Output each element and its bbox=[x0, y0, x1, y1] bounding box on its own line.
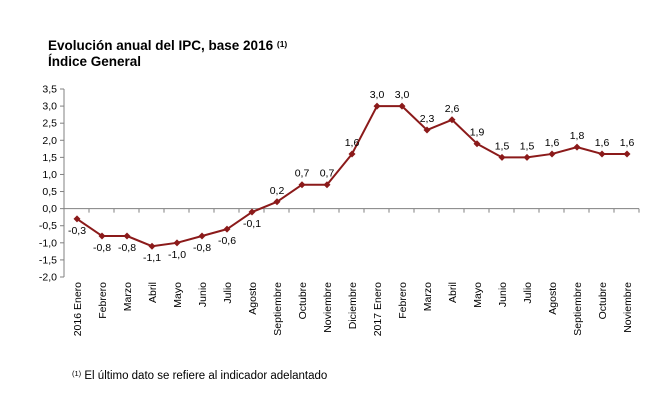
data-point bbox=[548, 150, 556, 158]
y-tick-label: -0,5 bbox=[39, 220, 57, 232]
data-label: -0,3 bbox=[68, 225, 86, 237]
x-tick-label: Mayo bbox=[172, 282, 184, 308]
footnote: (1) El último dato se refiere al indicad… bbox=[72, 369, 328, 382]
x-tick-label: Agosto bbox=[247, 282, 259, 315]
data-point bbox=[398, 102, 406, 110]
y-tick-label: 3,0 bbox=[42, 101, 57, 113]
data-point bbox=[523, 153, 531, 161]
y-tick-label: 2,5 bbox=[42, 118, 57, 130]
data-label: 1,6 bbox=[345, 137, 360, 149]
data-point bbox=[323, 181, 331, 189]
data-label: 1,9 bbox=[470, 127, 485, 139]
data-point bbox=[73, 215, 81, 223]
data-label: 3,0 bbox=[370, 89, 385, 101]
data-label: 1,5 bbox=[520, 140, 535, 152]
chart-title-text: Evolución anual del IPC, base 2016 bbox=[48, 38, 274, 53]
data-point bbox=[623, 150, 631, 158]
x-tick-label: Diciembre bbox=[347, 282, 359, 329]
data-label: -0,8 bbox=[93, 242, 111, 254]
data-point bbox=[373, 102, 381, 110]
y-tick-label: 2,0 bbox=[42, 135, 57, 147]
data-label: 2,3 bbox=[420, 113, 435, 125]
y-axis: 3,5 3,0 2,5 2,0 1,5 1,0 0,5 0,0 -0,5 -1,0 -1,5 -2,0 bbox=[39, 84, 65, 284]
x-tick-label: Abril bbox=[447, 282, 459, 303]
x-axis: 2016 Enero Febrero Marzo Abril Mayo Junio Juli… bbox=[63, 208, 640, 336]
data-label: 0,7 bbox=[320, 168, 335, 180]
data-label: 1,8 bbox=[570, 130, 585, 142]
x-tick-label: Junio bbox=[497, 282, 509, 307]
data-label: 1,6 bbox=[620, 137, 635, 149]
y-tick-label: 1,5 bbox=[42, 152, 57, 164]
data-point bbox=[198, 232, 206, 240]
x-tick-label: Julio bbox=[222, 282, 234, 304]
data-label: 1,5 bbox=[495, 140, 510, 152]
y-tick-label: 0,5 bbox=[42, 186, 57, 198]
title-note-marker: (1) bbox=[276, 39, 288, 49]
x-tick-label: Junio bbox=[197, 282, 209, 307]
x-tick-label: Abril bbox=[147, 282, 159, 303]
y-tick-label: -2,0 bbox=[39, 272, 57, 284]
x-tick-label: Agosto bbox=[547, 282, 559, 315]
data-label: 0,2 bbox=[270, 185, 285, 197]
x-tick-label: Noviembre bbox=[622, 282, 634, 333]
data-point bbox=[423, 126, 431, 134]
footnote-marker: (1) bbox=[72, 369, 82, 378]
x-tick-label: Febrero bbox=[397, 282, 409, 319]
data-point bbox=[273, 198, 281, 206]
x-tick-label: Marzo bbox=[122, 282, 134, 311]
data-label: -0,8 bbox=[118, 242, 136, 254]
x-tick-label: Mayo bbox=[472, 282, 484, 308]
data-label: -1,1 bbox=[143, 252, 161, 264]
x-tick-label: Noviembre bbox=[322, 282, 334, 333]
chart-title: Evolución anual del IPC, base 2016 (1) bbox=[48, 38, 287, 54]
x-tick-label: Marzo bbox=[422, 282, 434, 311]
x-tick-label: Septiembre bbox=[272, 282, 284, 336]
chart-subtitle: Índice General bbox=[48, 54, 142, 69]
data-point bbox=[223, 225, 231, 233]
x-tick-label: Septiembre bbox=[572, 282, 584, 336]
x-tick-label: Octubre bbox=[297, 282, 309, 320]
y-tick-label: -1,5 bbox=[39, 254, 57, 266]
data-label: 2,6 bbox=[445, 103, 460, 115]
data-point bbox=[248, 208, 256, 216]
y-tick-label: -1,0 bbox=[39, 237, 57, 249]
series bbox=[73, 102, 631, 250]
data-label: -0,1 bbox=[243, 218, 261, 230]
data-label: -0,8 bbox=[193, 242, 211, 254]
y-tick-label: 1,0 bbox=[42, 169, 57, 181]
data-point bbox=[298, 181, 306, 189]
data-label: 0,7 bbox=[295, 168, 310, 180]
data-point bbox=[348, 150, 356, 158]
data-point bbox=[448, 116, 456, 124]
x-tick-label: Julio bbox=[522, 282, 534, 304]
data-label: 3,0 bbox=[395, 89, 410, 101]
data-point bbox=[98, 232, 106, 240]
x-tick-label: Octubre bbox=[597, 282, 609, 320]
data-point bbox=[123, 232, 131, 240]
data-point bbox=[148, 242, 156, 250]
data-point bbox=[173, 239, 181, 247]
series-line bbox=[76, 105, 627, 248]
x-tick-label: 2017 Enero bbox=[372, 282, 384, 336]
data-label: -0,6 bbox=[218, 235, 236, 247]
data-label: 1,6 bbox=[545, 137, 560, 149]
footnote-text: El último dato se refiere al indicador a… bbox=[84, 370, 328, 382]
data-point bbox=[598, 150, 606, 158]
data-point bbox=[573, 143, 581, 151]
y-tick-label: 0,0 bbox=[42, 203, 57, 215]
y-tick-label: 3,5 bbox=[42, 84, 57, 96]
x-tick-label: Febrero bbox=[97, 282, 109, 319]
x-tick-label: 2016 Enero bbox=[72, 282, 84, 336]
data-point bbox=[498, 153, 506, 161]
data-labels: -0,3 -0,8 -0,8 -1,1 -1,0 -0,8 -0,6 -0,1 0,2 0,7 0,… bbox=[68, 89, 634, 264]
data-label: 1,6 bbox=[595, 137, 610, 149]
data-point bbox=[473, 140, 481, 148]
data-label: -1,0 bbox=[168, 249, 186, 261]
chart-header: Evolución anual del IPC, base 2016 (1) Í… bbox=[48, 38, 287, 70]
